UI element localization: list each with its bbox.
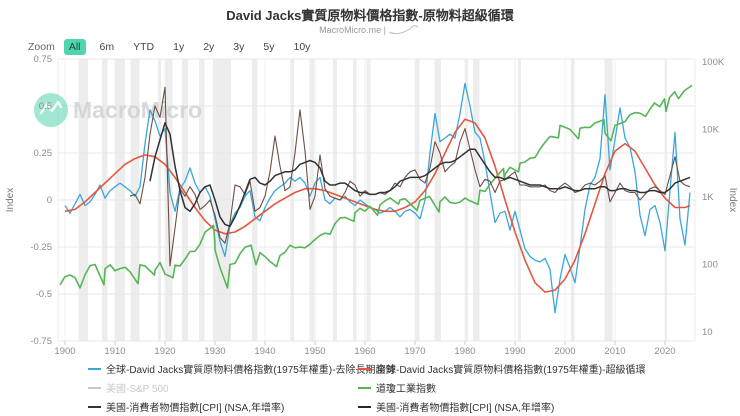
legend-item-0[interactable]: 全球-David Jacks實質原物料價格指數(1975年權重)-去除長期趨勢 [88,361,395,376]
range-button-5y[interactable]: 5y [263,41,275,53]
x-tick-label: 1970 [404,346,425,357]
legend-label: 美國-消費者物價指數[CPI] (NSA,年增率) [376,403,555,414]
series-line-1 [64,118,691,293]
watermark-text: MacroMicro [73,97,202,123]
legend-item-3[interactable]: 道瓊工業指數 [358,380,645,395]
right-axis-tick-label: 100 [702,260,718,271]
legend-marker [358,386,371,389]
x-tick-label: 1950 [304,346,325,357]
legend-label: 全球-David Jacks實質原物料價格指數(1975年權重)-超級循環 [376,365,646,376]
x-tick-label: 1910 [104,346,125,357]
x-tick-label: 1930 [204,346,225,357]
macromicro-watermark: MacroMicro [34,93,202,127]
legend-label: 美國-S&P 500 [106,384,169,395]
legend-label: 全球-David Jacks實質原物料價格指數(1975年權重)-去除長期趨勢 [106,365,396,376]
left-axis-tick-label: 0.75 [34,54,53,65]
subtitle-scribble-mark [388,25,419,35]
subtitle-source-text: MacroMicro.me | [319,25,386,35]
legend-item-2[interactable]: 美國-S&P 500 [88,380,354,395]
range-button-1y[interactable]: 1y [173,41,185,53]
chart-plot-area[interactable]: MacroMicro 1900 1910 1920 1930 1940 1950 1960 19… [0,0,740,358]
legend-marker [88,405,101,408]
x-tick-label: 1920 [154,346,175,357]
range-button-2y[interactable]: 2y [203,41,215,53]
legend: 全球-David Jacks實質原物料價格指數(1975年權重)-去除長期趨勢全… [88,361,645,414]
left-axis-tick-label: 0.25 [34,148,53,159]
chart-subtitle: MacroMicro.me | [0,23,740,35]
range-button-6m[interactable]: 6m [99,41,115,53]
legend-item-1[interactable]: 全球-David Jacks實質原物料價格指數(1975年權重)-超級循環 [358,361,645,376]
legend-marker [88,386,101,389]
left-axis-title: Index [5,188,16,212]
series-line-0 [64,82,691,314]
zoom-toolbar: Zoom All 6m YTD 1y 2y 3y 5y 10y [28,39,315,55]
legend-label: 美國-消費者物價指數[CPI] (NSA,年增率) [106,403,285,414]
left-axis-tick-label: 0.5 [39,101,52,112]
legend-item-4[interactable]: 美國-消費者物價指數[CPI] (NSA,年增率) [88,399,354,414]
series-line-3 [129,86,691,267]
right-axis-tick-label: 1K [702,192,714,203]
right-axis-tick-label: 10K [702,125,720,136]
legend-label: 道瓊工業指數 [376,384,436,395]
left-axis-tick-label: -0.25 [30,242,52,253]
right-axis-tick-label: 100K [702,57,725,68]
left-axis-tick-label: -0.5 [36,289,52,300]
legend-marker [358,367,371,370]
right-axis-tick-label: 10 [702,327,713,338]
right-axis-title: Index [727,188,738,212]
x-tick-label: 2020 [654,346,675,357]
series-line-2 [59,84,693,289]
x-tick-label: 1900 [54,346,75,357]
x-tick-label: 1980 [454,346,475,357]
legend-marker [88,367,101,370]
legend-marker [358,405,371,408]
x-tick-label: 1960 [354,346,375,357]
x-tick-label: 1940 [254,346,275,357]
x-tick-label: 2000 [554,346,575,357]
x-tick-label: 1990 [504,346,525,357]
legend-item-5[interactable]: 美國-消費者物價指數[CPI] (NSA,年增率) [358,399,645,414]
zoom-label: Zoom [28,41,55,53]
series-line-4 [149,122,691,228]
left-axis-tick-label: -0.75 [30,336,52,347]
x-tick-label: 2010 [604,346,625,357]
page-title: David Jacks實質原物料價格指數-原物料超級循環 [226,8,514,23]
range-buttons: All 6m YTD 1y 2y 3y 5y 10y [63,39,316,55]
range-button-ytd[interactable]: YTD [133,41,155,53]
range-button-3y[interactable]: 3y [233,41,245,53]
range-button-10y[interactable]: 10y [293,41,311,53]
range-button-all[interactable]: All [63,39,86,55]
left-axis-tick-label: 0 [47,195,52,206]
